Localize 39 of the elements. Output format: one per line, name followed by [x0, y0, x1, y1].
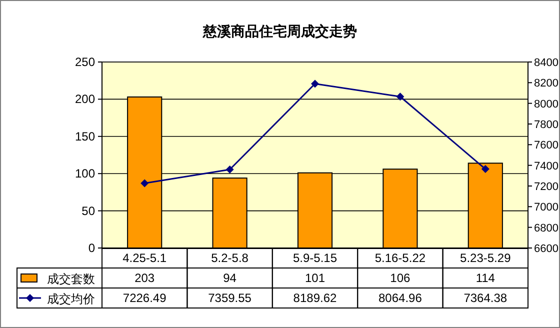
data-label: 114 — [476, 271, 496, 285]
y2-tick-label: 7400 — [534, 160, 558, 172]
y2-tick-label: 7200 — [534, 181, 558, 193]
y2-tick-label: 8200 — [534, 78, 558, 90]
y-tick-label: 0 — [88, 241, 96, 255]
point — [226, 166, 234, 174]
point — [396, 92, 404, 101]
legend-label: 成交套数 — [47, 272, 95, 286]
y2-tick-label: 7000 — [534, 202, 558, 214]
y-tick-label: 200 — [74, 92, 96, 106]
data-label: 101 — [304, 271, 326, 285]
y-tick-label: 250 — [74, 55, 96, 69]
legend-label: 成交均价 — [47, 292, 95, 306]
data-label: 106 — [390, 271, 411, 285]
y2-tick-label: 8000 — [534, 98, 558, 110]
data-label: 7226.49 — [122, 291, 167, 305]
point — [311, 80, 319, 88]
y2-tick-label: 7600 — [534, 140, 558, 152]
data-label: 8189.62 — [293, 291, 338, 305]
y-tick-label: 50 — [82, 204, 96, 218]
x-tick-label: 5.9-5.15 — [292, 251, 338, 265]
y2-tick-label: 7800 — [534, 119, 558, 131]
data-label: 7359.55 — [208, 291, 252, 305]
y-tick-label: 100 — [74, 166, 96, 181]
chart-title: 慈溪商品住宅周成交走势 — [202, 23, 357, 39]
y2-tick-label: 6800 — [534, 222, 558, 234]
x-tick-label: 5.16-5.22 — [374, 251, 426, 265]
data-label: 7364.38 — [464, 291, 508, 305]
x-tick-label: 4.25-5.1 — [122, 251, 167, 265]
y-tick-label: 150 — [74, 129, 96, 144]
point — [481, 165, 490, 174]
y2-tick-label: 6600 — [534, 243, 558, 255]
point — [140, 179, 149, 188]
data-label: 8064.96 — [378, 291, 422, 305]
data-label: 94 — [223, 271, 237, 285]
y2-tick-label: 8400 — [534, 57, 558, 69]
data-label: 203 — [134, 271, 155, 285]
x-tick-label: 5.23-5.29 — [460, 251, 512, 265]
x-tick-label: 5.2-5.8 — [211, 251, 249, 265]
